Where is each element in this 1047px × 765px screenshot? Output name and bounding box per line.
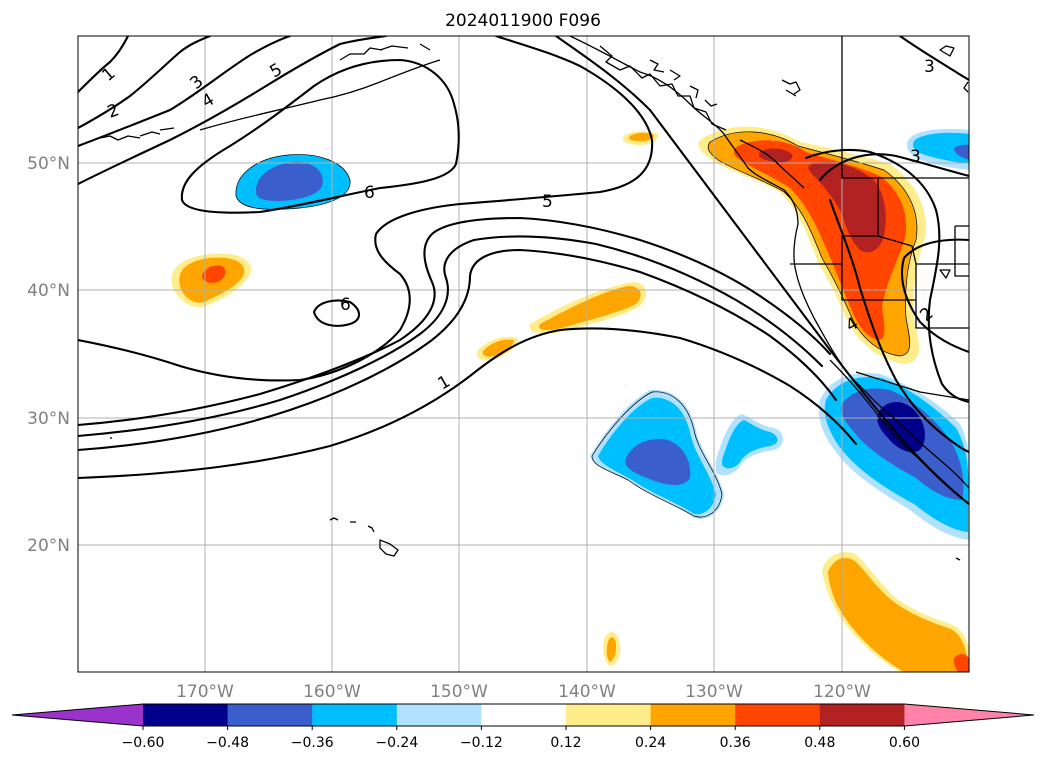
- lat-label: 20°N: [27, 536, 70, 556]
- neg-blob-nw-core: [255, 161, 323, 201]
- lat-label: 30°N: [27, 409, 70, 429]
- contour-label: 3: [910, 147, 921, 167]
- lon-label: 130°W: [685, 682, 743, 702]
- map-layers: 1 3 4 5 2 6 5 6 1 3 3 4 2: [78, 36, 969, 672]
- colorbar-tick-label: −0.12: [460, 735, 503, 751]
- plot-area: [78, 36, 969, 672]
- colorbar-segment: [650, 704, 736, 726]
- contours: [78, 36, 969, 506]
- colorbar-segment: [819, 704, 905, 726]
- lon-label: 160°W: [303, 682, 361, 702]
- lon-label: 170°W: [176, 682, 234, 702]
- colorbar-tick-label: 0.60: [889, 735, 920, 751]
- colorbar-tick-label: 0.12: [550, 735, 581, 751]
- lon-label: 150°W: [430, 682, 488, 702]
- colorbar-segment: [143, 704, 229, 726]
- colorbar-tick-label: −0.24: [375, 735, 418, 751]
- colorbar-extend-high: [904, 704, 1034, 726]
- colorbar-tick-label: 0.36: [720, 735, 751, 751]
- gridlines: [78, 36, 969, 672]
- pos-blob-tropics-core: [828, 557, 968, 672]
- colorbar-segment: [312, 704, 398, 726]
- colorbar-tick-label: −0.36: [291, 735, 334, 751]
- colorbar-extend-low: [12, 704, 143, 726]
- lon-labels: 170°W 160°W 150°W 140°W 130°W 120°W: [176, 682, 871, 702]
- lat-label: 50°N: [27, 154, 70, 174]
- contour-label: 6: [340, 295, 351, 315]
- shading-layer: [171, 126, 969, 672]
- lat-label: 40°N: [27, 281, 70, 301]
- colorbar-segment: [481, 704, 567, 726]
- colorbar-segment: [396, 704, 482, 726]
- pos-blob-140w-core: [539, 286, 641, 331]
- pos-blob-westcoast-core: [808, 161, 886, 253]
- contour-label: 5: [542, 192, 553, 212]
- plot-frame: [77, 35, 970, 673]
- colorbar-segment: [566, 704, 652, 726]
- neg-blob-140w-core: [625, 438, 691, 485]
- contour-label: 6: [364, 183, 375, 203]
- contour-label: 3: [924, 57, 935, 77]
- colorbar-tick-label: 0.24: [635, 735, 666, 751]
- colorbar-tick-label: −0.60: [122, 735, 165, 751]
- lon-label: 120°W: [813, 682, 871, 702]
- pos-blob-170w-inner: [202, 265, 226, 283]
- contour-labels: 1 3 4 5 2 6 5 6 1 3 3 4 2: [98, 57, 937, 394]
- colorbar-tick-label: 0.48: [804, 735, 835, 751]
- colorbar: −0.60 −0.48 −0.36 −0.24 −0.12 0.12 0.24 0.36 0.4…: [11, 703, 1035, 751]
- lat-labels: 50°N 40°N 30°N 20°N: [27, 154, 70, 556]
- colorbar-tick-label: −0.48: [206, 735, 249, 751]
- map-title: 2024011900 F096: [445, 11, 601, 31]
- coastlines: [99, 36, 969, 561]
- colorbar-segment: [735, 704, 821, 726]
- lon-label: 140°W: [558, 682, 616, 702]
- colorbar-segment: [227, 704, 313, 726]
